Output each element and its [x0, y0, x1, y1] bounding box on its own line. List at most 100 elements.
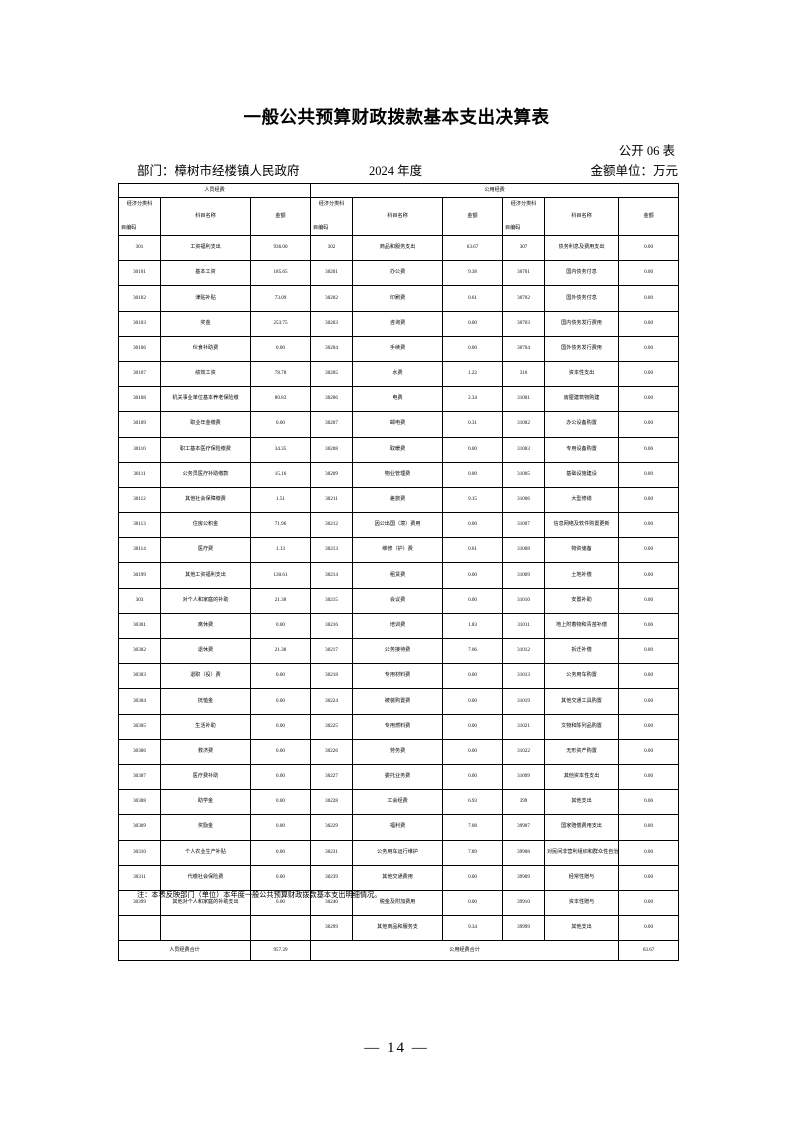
cell-amount-personnel: 1.13 [249, 537, 312, 564]
cell-amount-public-goods: 0.00 [442, 864, 504, 891]
cell-code-public-goods: 30209 [310, 461, 354, 488]
cell-code-public-other: 30701 [502, 260, 546, 287]
cell-name-public-other: 专用设备购置 [544, 436, 620, 463]
cell-name-personnel: 医疗费补助 [160, 763, 251, 791]
cell-code-public-other: 30703 [502, 310, 546, 337]
cell-name-public-other: 无形资产购置 [544, 738, 620, 765]
cell-name-personnel: 个人农业生产补贴 [160, 839, 251, 866]
cell-amount-public-other: 0.00 [618, 360, 680, 388]
cell-amount-personnel: 0.00 [249, 663, 312, 690]
cell-code-personnel: 30101 [118, 260, 161, 287]
cell-code-personnel: 30306 [118, 738, 161, 765]
cell-code-public-other: 31008 [502, 537, 546, 564]
column-header-name-public-goods: 科目名称 [352, 197, 444, 236]
cell-amount-personnel: 0.00 [249, 411, 312, 438]
cell-code-personnel: 30311 [118, 864, 161, 891]
cell-amount-public-other: 0.00 [618, 537, 680, 564]
cell-code-public-other: 39907 [502, 814, 546, 841]
table-row: 30307 医疗费补助 0.00 30227 委托业务费 0.00 31099 其他资本性支出… [118, 763, 680, 791]
cell-code-public-other: 39909 [502, 864, 546, 891]
cell-name-personnel: 职业年金缴费 [160, 411, 251, 438]
cell-name-personnel: 公务员医疗补助缴款 [160, 461, 251, 488]
cell-code-personnel: 30302 [118, 637, 161, 665]
cell-amount-public-goods: 0.00 [442, 335, 504, 362]
cell-amount-personnel: 185.65 [249, 260, 312, 287]
table-row: 30107 绩效工资 78.78 30205 水费 1.22 310 资本性支出 0.00 [118, 360, 680, 388]
table-row: 301 工资福利支出 936.00 302 商品和服务支出 63.67 307 债务利息及费用… [118, 234, 680, 262]
table-row: 30306 救济费 0.00 30226 劳务费 0.00 31022 无形资产购置 0.00 [118, 738, 680, 765]
cell-name-personnel: 退休费 [160, 637, 251, 665]
cell-name-public-other: 国外债务付息 [544, 285, 620, 312]
column-header-amount-public-goods: 金额 [442, 197, 504, 236]
cell-code-public-goods: 30229 [310, 814, 354, 841]
cell-name-public-goods: 办公费 [352, 260, 444, 287]
cell-amount-public-other: 0.00 [618, 663, 680, 690]
cell-amount-public-other: 0.00 [618, 612, 680, 640]
cell-name-personnel: 救济费 [160, 738, 251, 765]
table-row: 30305 生活补助 0.00 30225 专用燃料费 0.00 31021 文物和陈列品购置… [118, 713, 680, 740]
cell-amount-public-other: 0.00 [618, 587, 680, 614]
cell-amount-personnel: 80.83 [249, 386, 312, 413]
table-row: 30304 抚恤金 0.00 30224 被装购置费 0.00 31019 其他交通工具购置 0… [118, 688, 680, 715]
cell-name-public-other: 其他交通工具购置 [544, 688, 620, 715]
table-row: 30301 离休费 0.00 30216 培训费 1.83 31011 地上附着物和青苗补偿 0… [118, 612, 680, 640]
column-header-name-personnel: 科目名称 [160, 197, 251, 236]
column-header-name-public-other: 科目名称 [544, 197, 620, 236]
cell-amount-public-goods: 0.00 [442, 738, 504, 765]
cell-code-public-goods: 30218 [310, 663, 354, 690]
table-row: 303 对个人和家庭的补助 21.38 30215 会议费 0.00 31010 安置补助 0.… [118, 587, 680, 614]
cell-amount-personnel: 73.09 [249, 285, 312, 312]
cell-code-public-goods: 30215 [310, 587, 354, 614]
cell-name-public-other: 安置补助 [544, 587, 620, 614]
cell-amount-public-other: 0.00 [618, 461, 680, 488]
cell-code-public-goods: 30211 [310, 486, 354, 514]
cell-code-public-goods: 30239 [310, 864, 354, 891]
cell-amount-public-other: 0.00 [618, 234, 680, 262]
cell-name-personnel: 其他工资福利支出 [160, 562, 251, 589]
cell-name-public-goods: 租赁费 [352, 562, 444, 589]
cell-amount-public-goods: 0.00 [442, 562, 504, 589]
cell-name-public-goods: 咨询费 [352, 310, 444, 337]
cell-name-public-goods: 邮电费 [352, 411, 444, 438]
cell-code-public-other: 39908 [502, 839, 546, 866]
cell-code-public-goods: 30214 [310, 562, 354, 589]
cell-amount-personnel: 0.00 [249, 335, 312, 362]
cell-name-personnel: 对个人和家庭的补助 [160, 587, 251, 614]
cell-name-personnel: 离休费 [160, 612, 251, 640]
cell-code-public-goods: 30202 [310, 285, 354, 312]
cell-code-personnel: 30112 [118, 486, 161, 514]
table-row: 30102 津贴补贴 73.09 30202 印刷费 0.61 30702 国外债务付息 0.0… [118, 285, 680, 312]
cell-amount-personnel: 0.00 [249, 864, 312, 891]
cell-code-public-other: 39999 [502, 915, 546, 942]
cell-amount-public-goods: 0.00 [442, 461, 504, 488]
cell-code-public-goods: 30212 [310, 512, 354, 539]
cell-name-public-goods: 其他商品和服务支 [352, 915, 444, 942]
cell-name-public-goods: 工会经费 [352, 789, 444, 816]
table-body: 人员经费 公用经费 经济分类科 目编码 科目名称 金额 经济分类科 目编码 科目名称 金额 经济分类… [117, 183, 680, 962]
cell-code-public-goods: 30204 [310, 335, 354, 362]
cell-amount-public-goods: 0.00 [442, 587, 504, 614]
cell-name-public-other: 土地补偿 [544, 562, 620, 589]
cell-amount-personnel [249, 915, 312, 942]
totals-amount-personnel: 957.39 [249, 940, 312, 962]
cell-amount-public-goods: 63.67 [442, 234, 504, 262]
cell-amount-personnel: 253.75 [249, 310, 312, 337]
cell-amount-public-goods: 7.89 [442, 839, 504, 866]
cell-code-public-other: 31099 [502, 763, 546, 791]
cell-code-public-goods: 30206 [310, 386, 354, 413]
cell-amount-public-other: 0.00 [618, 889, 680, 917]
cell-code-public-goods: 30226 [310, 738, 354, 765]
cell-amount-public-other: 0.00 [618, 763, 680, 791]
totals-amount-public: 63.67 [618, 940, 680, 962]
cell-amount-public-other: 0.00 [618, 335, 680, 362]
cell-amount-personnel: 21.38 [249, 587, 312, 614]
cell-code-public-goods: 30228 [310, 789, 354, 816]
table-row: 30309 奖励金 0.00 30229 福利费 7.08 39907 国家赔偿费用支出 0.0… [118, 814, 680, 841]
cell-code-personnel: 30114 [118, 537, 161, 564]
cell-amount-public-other: 0.00 [618, 310, 680, 337]
cell-amount-personnel: 0.00 [249, 789, 312, 816]
cell-code-personnel: 30107 [118, 360, 161, 388]
cell-code-personnel: 30308 [118, 789, 161, 816]
cell-code-public-goods: 30216 [310, 612, 354, 640]
table-row: 30103 奖金 253.75 30203 咨询费 0.00 30703 国内债务发行费用 0.… [118, 310, 680, 337]
